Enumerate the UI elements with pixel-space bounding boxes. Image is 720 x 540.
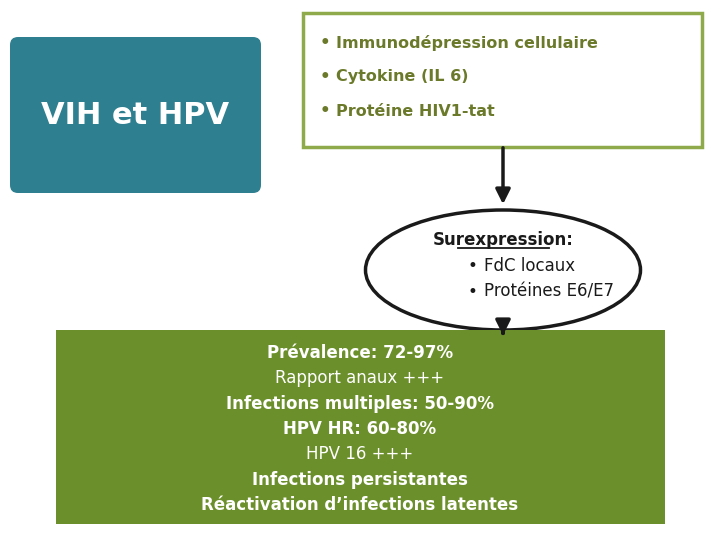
Text: Cytokine (IL 6): Cytokine (IL 6) xyxy=(336,70,469,84)
FancyBboxPatch shape xyxy=(56,330,665,524)
Ellipse shape xyxy=(366,210,641,330)
FancyBboxPatch shape xyxy=(10,37,261,193)
Text: •: • xyxy=(468,283,478,301)
FancyBboxPatch shape xyxy=(303,13,702,147)
Text: •: • xyxy=(320,34,330,52)
Text: Immunodépression cellulaire: Immunodépression cellulaire xyxy=(336,35,598,51)
Text: Rapport anaux +++: Rapport anaux +++ xyxy=(276,369,444,387)
Text: HPV HR: 60-80%: HPV HR: 60-80% xyxy=(284,420,436,438)
Text: Infections persistantes: Infections persistantes xyxy=(252,471,468,489)
Text: Infections multiples: 50-90%: Infections multiples: 50-90% xyxy=(226,395,494,413)
Text: Prévalence: 72-97%: Prévalence: 72-97% xyxy=(267,344,453,362)
Text: •: • xyxy=(320,68,330,86)
Text: •: • xyxy=(320,102,330,120)
Text: VIH et HPV: VIH et HPV xyxy=(41,100,229,130)
Text: •: • xyxy=(468,257,478,275)
Text: Protéine HIV1-tat: Protéine HIV1-tat xyxy=(336,104,495,118)
Text: Surexpression:: Surexpression: xyxy=(433,231,573,249)
Text: FdC locaux: FdC locaux xyxy=(484,257,575,275)
Text: Réactivation d’infections latentes: Réactivation d’infections latentes xyxy=(202,496,518,514)
Text: Protéines E6/E7: Protéines E6/E7 xyxy=(484,283,614,301)
Text: HPV 16 +++: HPV 16 +++ xyxy=(307,446,413,463)
